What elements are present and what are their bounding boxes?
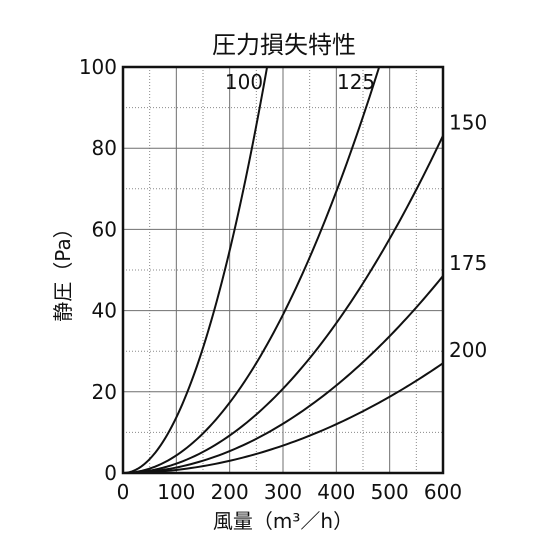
series-100-line: [122, 66, 269, 474]
x-tick-label: 500: [371, 480, 409, 504]
y-tick-label: 100: [79, 55, 117, 79]
chart-title: 圧力損失特性: [212, 31, 356, 59]
x-tick-label: 100: [157, 480, 195, 504]
y-tick-label: 80: [92, 136, 117, 160]
series-label-200: 200: [449, 338, 487, 362]
series-200-line: [122, 362, 444, 474]
series-label-100: 100: [225, 70, 263, 94]
series-labels: 100 125 150 175 200: [225, 70, 487, 362]
y-tick-label: 40: [92, 299, 117, 323]
y-tick-label: 20: [92, 380, 117, 404]
series-label-175: 175: [449, 251, 487, 275]
plot-frame: [121, 65, 445, 475]
x-axis-label: 風量（m³／h）: [213, 509, 353, 533]
x-tick-label: 600: [424, 480, 462, 504]
y-tick-label: 0: [104, 461, 117, 485]
x-tick-label: 400: [317, 480, 355, 504]
x-tick-label: 300: [264, 480, 302, 504]
series-150-line: [122, 135, 444, 474]
x-tick-label: 200: [211, 480, 249, 504]
x-tick-label: 0: [117, 480, 130, 504]
y-tick-label: 60: [92, 217, 117, 241]
grid: [123, 67, 443, 473]
series-label-150: 150: [449, 111, 487, 135]
y-axis-label: 静圧（Pa）: [51, 218, 75, 321]
tick-labels: 0 100 200 300 400 500 600 0 20 40 60 80 100: [79, 55, 462, 504]
series-125-line: [122, 66, 381, 474]
series-label-125: 125: [337, 70, 375, 94]
series-175-line: [122, 275, 444, 474]
curves: [122, 66, 444, 474]
